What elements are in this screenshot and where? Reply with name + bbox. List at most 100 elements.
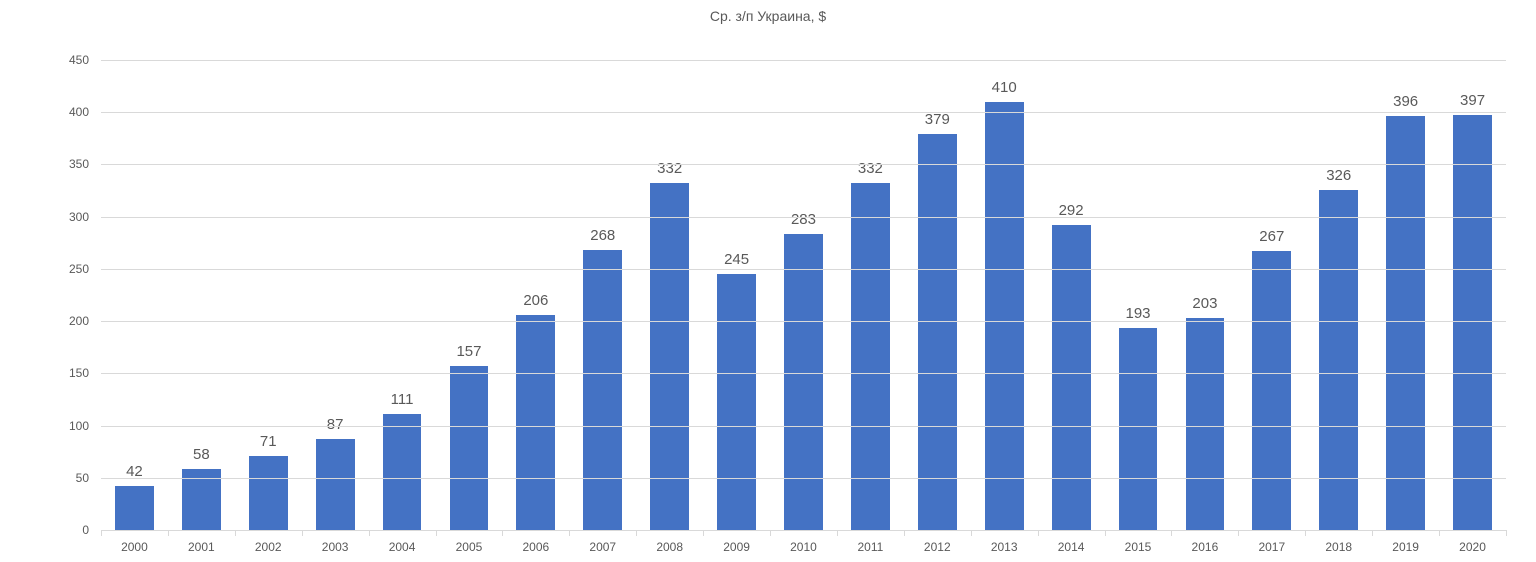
y-tick-label: 400: [69, 105, 89, 119]
bar-slot: 2032016: [1171, 60, 1238, 530]
bar-slot: 3962019: [1372, 60, 1439, 530]
bar: [115, 486, 154, 530]
bar: [583, 250, 622, 530]
bar: [383, 414, 422, 530]
bar-slot: 3792012: [904, 60, 971, 530]
bars-layer: 4220005820017120028720031112004157200520…: [101, 60, 1506, 530]
bar-value-label: 283: [791, 211, 816, 228]
bar: [249, 456, 288, 530]
plot-area: 4220005820017120028720031112004157200520…: [100, 60, 1506, 530]
gridline: [101, 321, 1506, 322]
y-tick-label: 0: [82, 523, 89, 537]
y-tick-label: 100: [69, 419, 89, 433]
gridline: [101, 217, 1506, 218]
bar: [1119, 328, 1158, 530]
bar-value-label: 332: [657, 160, 682, 177]
bar-value-label: 71: [260, 433, 277, 450]
x-tick-label: 2019: [1392, 540, 1419, 554]
bar-slot: 1932015: [1105, 60, 1172, 530]
x-tick-label: 2002: [255, 540, 282, 554]
x-tick-label: 2020: [1459, 540, 1486, 554]
bar-slot: 3322011: [837, 60, 904, 530]
bar-slot: 872003: [302, 60, 369, 530]
bar-value-label: 379: [925, 111, 950, 128]
bar: [717, 274, 756, 530]
x-tick-label: 2017: [1258, 540, 1285, 554]
x-tick-label: 2014: [1058, 540, 1085, 554]
bar: [1252, 251, 1291, 530]
bar-slot: 3972020: [1439, 60, 1506, 530]
bar-slot: 712002: [235, 60, 302, 530]
y-tick-label: 300: [69, 210, 89, 224]
bar-value-label: 332: [858, 160, 883, 177]
gridline: [101, 164, 1506, 165]
bar: [784, 234, 823, 530]
y-tick-label: 50: [76, 471, 89, 485]
x-tick-label: 2015: [1125, 540, 1152, 554]
y-tick-label: 250: [69, 262, 89, 276]
chart-title: Ср. з/п Украина, $: [0, 8, 1536, 24]
bar-value-label: 193: [1125, 305, 1150, 322]
y-tick-label: 200: [69, 314, 89, 328]
bar-value-label: 397: [1460, 92, 1485, 109]
x-tick-label: 2008: [656, 540, 683, 554]
bar-value-label: 245: [724, 251, 749, 268]
bar: [1319, 190, 1358, 530]
bar-value-label: 267: [1259, 228, 1284, 245]
bar-slot: 1112004: [369, 60, 436, 530]
bar-value-label: 396: [1393, 93, 1418, 110]
x-tick-label: 2016: [1192, 540, 1219, 554]
x-tick-label: 2012: [924, 540, 951, 554]
gridline: [101, 426, 1506, 427]
x-tick-label: 2003: [322, 540, 349, 554]
bar-slot: 2682007: [569, 60, 636, 530]
gridline: [101, 269, 1506, 270]
bar-slot: 2672017: [1238, 60, 1305, 530]
bar: [1052, 225, 1091, 530]
bar-slot: 1572005: [436, 60, 503, 530]
x-tick-label: 2018: [1325, 540, 1352, 554]
x-tick-label: 2010: [790, 540, 817, 554]
x-tick-label: 2001: [188, 540, 215, 554]
y-tick-label: 350: [69, 157, 89, 171]
bar-slot: 422000: [101, 60, 168, 530]
bar-slot: 2452009: [703, 60, 770, 530]
x-tick-label: 2009: [723, 540, 750, 554]
x-tick-label: 2006: [523, 540, 550, 554]
bar-slot: 2832010: [770, 60, 837, 530]
bar: [985, 102, 1024, 530]
bar-slot: 4102013: [971, 60, 1038, 530]
bar-value-label: 206: [523, 292, 548, 309]
x-tick: [1506, 530, 1507, 536]
bar: [516, 315, 555, 530]
gridline: [101, 112, 1506, 113]
y-tick-label: 450: [69, 53, 89, 67]
gridline: [101, 60, 1506, 61]
bar-slot: 2922014: [1038, 60, 1105, 530]
bar-value-label: 203: [1192, 295, 1217, 312]
bar-value-label: 268: [590, 227, 615, 244]
bar: [1186, 318, 1225, 530]
bar-value-label: 58: [193, 446, 210, 463]
gridline: [101, 530, 1506, 531]
bar-slot: 2062006: [502, 60, 569, 530]
x-tick-label: 2000: [121, 540, 148, 554]
x-tick-label: 2013: [991, 540, 1018, 554]
gridline: [101, 373, 1506, 374]
x-tick-label: 2007: [589, 540, 616, 554]
bar: [316, 439, 355, 530]
bar-value-label: 111: [391, 391, 414, 408]
bar-value-label: 157: [456, 343, 481, 360]
y-tick-label: 150: [69, 366, 89, 380]
x-tick-label: 2004: [389, 540, 416, 554]
salary-chart: Ср. з/п Украина, $ 422000582001712002872…: [0, 0, 1536, 562]
bar: [1386, 116, 1425, 530]
bar-slot: 3262018: [1305, 60, 1372, 530]
bar-value-label: 326: [1326, 167, 1351, 184]
bar: [450, 366, 489, 530]
bar: [1453, 115, 1492, 530]
gridline: [101, 478, 1506, 479]
bar-slot: 582001: [168, 60, 235, 530]
x-tick-label: 2005: [456, 540, 483, 554]
bar-slot: 3322008: [636, 60, 703, 530]
